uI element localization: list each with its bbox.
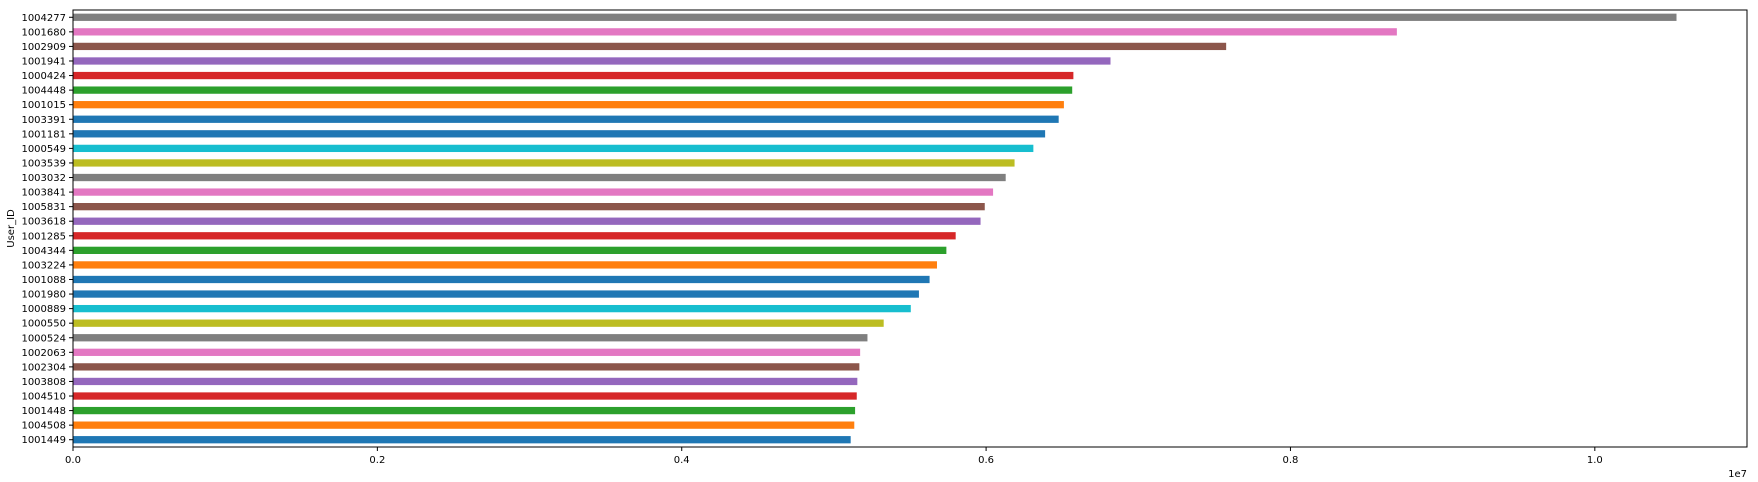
bar-1003808 — [73, 377, 858, 386]
bar-1003618 — [73, 217, 981, 225]
y-tick-label: 1000889 — [21, 304, 66, 315]
bar-1003032 — [73, 173, 1006, 182]
y-tick-label: 1000424 — [21, 71, 66, 82]
bar-1003539 — [73, 159, 1015, 167]
y-tick-label: 1003841 — [21, 188, 66, 199]
bar-1001285 — [73, 232, 956, 240]
bar-1003841 — [73, 188, 994, 196]
bar-1003391 — [73, 115, 1059, 123]
x-axis-ticks: 0.0 0.2 0.4 0.6 0.8 1.0 — [65, 447, 1603, 466]
y-tick-label: 1003539 — [21, 158, 66, 169]
y-tick-label: 1003391 — [21, 115, 66, 126]
y-tick-label: 1000524 — [21, 333, 66, 344]
bar-1000524 — [73, 334, 868, 342]
bar-1000550 — [73, 319, 884, 327]
bars-group — [73, 13, 1677, 444]
y-tick-label: 1000549 — [21, 144, 66, 155]
y-tick-label: 1001448 — [21, 406, 66, 417]
y-tick-label: 1003808 — [21, 377, 66, 388]
y-tick-label: 1001015 — [21, 100, 66, 111]
y-tick-label: 1004508 — [21, 421, 66, 432]
bar-1001181 — [73, 130, 1046, 138]
y-tick-label: 1001941 — [21, 56, 66, 67]
bar-1005831 — [73, 203, 985, 211]
x-tick-label: 1.0 — [1587, 455, 1603, 466]
bar-1004510 — [73, 392, 857, 400]
bar-1000424 — [73, 71, 1074, 80]
y-tick-label: 1001980 — [21, 290, 66, 301]
bar-1001088 — [73, 275, 930, 284]
bar-1002063 — [73, 348, 861, 356]
y-tick-label: 1001449 — [21, 435, 66, 446]
bar-1001448 — [73, 406, 856, 415]
y-tick-label: 1001680 — [21, 27, 66, 38]
y-tick-label: 1003618 — [21, 217, 66, 228]
y-tick-label: 1004510 — [21, 392, 66, 403]
y-tick-label: 1002304 — [21, 362, 66, 373]
x-tick-label: 0.4 — [674, 455, 690, 466]
y-axis-label: User_ID — [6, 209, 17, 248]
bar-1004344 — [73, 246, 947, 254]
bar-1001941 — [73, 57, 1111, 65]
y-tick-label: 1003032 — [21, 173, 66, 184]
bar-1002304 — [73, 363, 860, 371]
bar-1001449 — [73, 436, 851, 444]
y-tick-label: 1004344 — [21, 246, 66, 257]
y-tick-label: 1005831 — [21, 202, 66, 213]
y-tick-label: 1001181 — [21, 129, 66, 140]
plot-frame — [72, 9, 1748, 448]
bar-1004448 — [73, 86, 1073, 94]
y-tick-label: 1002063 — [21, 348, 66, 359]
y-tick-label: 1000550 — [21, 319, 66, 330]
y-tick-label: 1004277 — [21, 13, 66, 24]
bar-1001015 — [73, 101, 1064, 109]
x-tick-label: 0.8 — [1283, 455, 1299, 466]
bar-1002909 — [73, 42, 1227, 51]
y-tick-label: 1003224 — [21, 260, 66, 271]
bar-1000889 — [73, 304, 911, 313]
y-tick-label: 1001088 — [21, 275, 66, 286]
bar-1004508 — [73, 421, 855, 429]
x-tick-label: 0.2 — [369, 455, 385, 466]
bar-1004277 — [73, 13, 1677, 21]
bar-1000549 — [73, 144, 1034, 153]
bar-1003224 — [73, 261, 937, 269]
x-axis-offset-text: 1e7 — [1728, 469, 1747, 480]
y-tick-label: 1002909 — [21, 42, 66, 53]
x-tick-label: 0.6 — [978, 455, 994, 466]
y-axis-ticks: 1004277 1001680 1002909 1001941 1000424 10044… — [21, 13, 73, 446]
bar-1001980 — [73, 290, 919, 298]
bar-1001680 — [73, 28, 1397, 36]
y-tick-label: 1004448 — [21, 86, 66, 97]
y-tick-label: 1001285 — [21, 231, 66, 242]
x-tick-label: 0.0 — [65, 455, 81, 466]
